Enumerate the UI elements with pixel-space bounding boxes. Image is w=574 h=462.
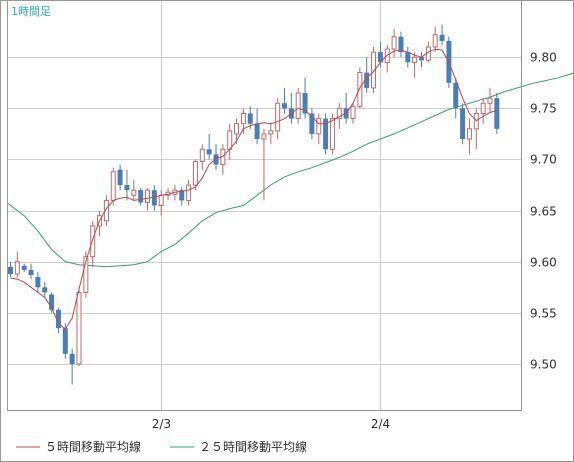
- y-tick-label: 9.65: [530, 205, 557, 219]
- candle-body-up: [480, 102, 486, 114]
- candle-body-up: [350, 105, 356, 120]
- plot-frame: [7, 0, 522, 411]
- x-tick-label: 2/4: [371, 417, 390, 431]
- y-axis: 9.80 9.75 9.70 9.65 9.60 9.55 9.50: [530, 51, 557, 372]
- ma25-line-group: [7, 72, 574, 268]
- candle-body-down: [151, 190, 157, 206]
- y-tick-label: 9.70: [530, 153, 557, 167]
- candle-body-up: [261, 133, 267, 140]
- candle-body-up: [83, 256, 89, 293]
- candle-body-up: [90, 225, 96, 258]
- y-tick-label: 9.75: [530, 102, 557, 116]
- legend-ma5-label: ５時間移動平均線: [45, 439, 141, 454]
- candle-body-up: [192, 161, 198, 186]
- candle-body-up: [357, 72, 363, 107]
- candle-body-down: [28, 269, 34, 276]
- candle-body-down: [254, 123, 260, 140]
- candle-body-down: [138, 190, 144, 203]
- candle-body-up: [234, 123, 240, 135]
- candle-body-down: [206, 149, 212, 155]
- ma5-line-group: [10, 48, 497, 330]
- candle-body-up: [76, 291, 82, 365]
- candle-body-down: [247, 113, 253, 124]
- candle-body-up: [432, 34, 438, 48]
- candle-body-down: [179, 190, 185, 201]
- candle-body-down: [364, 72, 370, 88]
- candle-body-down: [8, 266, 13, 275]
- candle-body-down: [42, 287, 48, 293]
- candle-body-down: [377, 52, 383, 63]
- chart-title: 1時間足: [11, 5, 51, 18]
- candle-body-down: [282, 103, 287, 109]
- candle-body-up: [199, 148, 205, 163]
- candle-body-down: [419, 57, 424, 61]
- candle-body-up: [329, 118, 335, 150]
- legend: ５時間移動平均線 ２５時間移動平均線: [16, 439, 307, 454]
- candle-body-down: [49, 294, 55, 310]
- candle-body-up: [227, 130, 233, 150]
- candle-body-down: [124, 185, 130, 191]
- candle-body-up: [336, 107, 342, 120]
- candle-body-down: [398, 36, 404, 53]
- candle-body-up: [110, 171, 116, 201]
- y-tick-label: 9.55: [530, 307, 557, 321]
- candle-body-up: [487, 97, 493, 104]
- y-tick-label: 9.60: [530, 256, 557, 270]
- candle-body-down: [453, 82, 459, 109]
- candle-body-down: [213, 154, 219, 165]
- candle-body-up: [371, 51, 377, 89]
- candle-body-down: [323, 118, 329, 150]
- candle-body-up: [391, 36, 397, 50]
- candle-body-up: [131, 189, 137, 196]
- candle-body-down: [35, 277, 41, 288]
- y-tick-label: 9.80: [530, 51, 557, 65]
- candle-body-down: [69, 353, 75, 364]
- candle-body-up: [158, 194, 164, 206]
- candle-body-down: [62, 328, 68, 354]
- candle-body-up: [103, 199, 109, 222]
- candle-body-up: [275, 102, 281, 132]
- y-tick-label: 9.50: [530, 358, 557, 372]
- candle-body-up: [316, 118, 322, 135]
- candle-body-up: [145, 189, 150, 203]
- x-tick-label: 2/3: [152, 417, 171, 431]
- legend-ma25-label: ２５時間移動平均線: [199, 439, 307, 454]
- candle-body-down: [439, 34, 445, 41]
- candle-body-down: [117, 169, 123, 186]
- ma25-line: [7, 72, 574, 268]
- candle-body-down: [405, 52, 411, 63]
- x-axis: 2/32/42/5: [152, 417, 390, 431]
- candle-body-down: [302, 93, 308, 114]
- candle-body-up: [412, 56, 418, 63]
- candle-body-up: [466, 128, 472, 140]
- candle-body-down: [460, 108, 466, 140]
- grid: [8, 1, 521, 410]
- candle-body-up: [295, 92, 301, 120]
- candle-body-down: [494, 98, 500, 129]
- candle-body-up: [240, 112, 246, 125]
- candle-body-down: [21, 265, 27, 270]
- candle-body-up: [186, 184, 192, 201]
- candle-body-up: [14, 261, 20, 275]
- candle-body-down: [55, 309, 61, 329]
- ma5-line: [10, 48, 497, 330]
- candle-body-up: [268, 130, 274, 135]
- candle-body-down: [309, 113, 315, 134]
